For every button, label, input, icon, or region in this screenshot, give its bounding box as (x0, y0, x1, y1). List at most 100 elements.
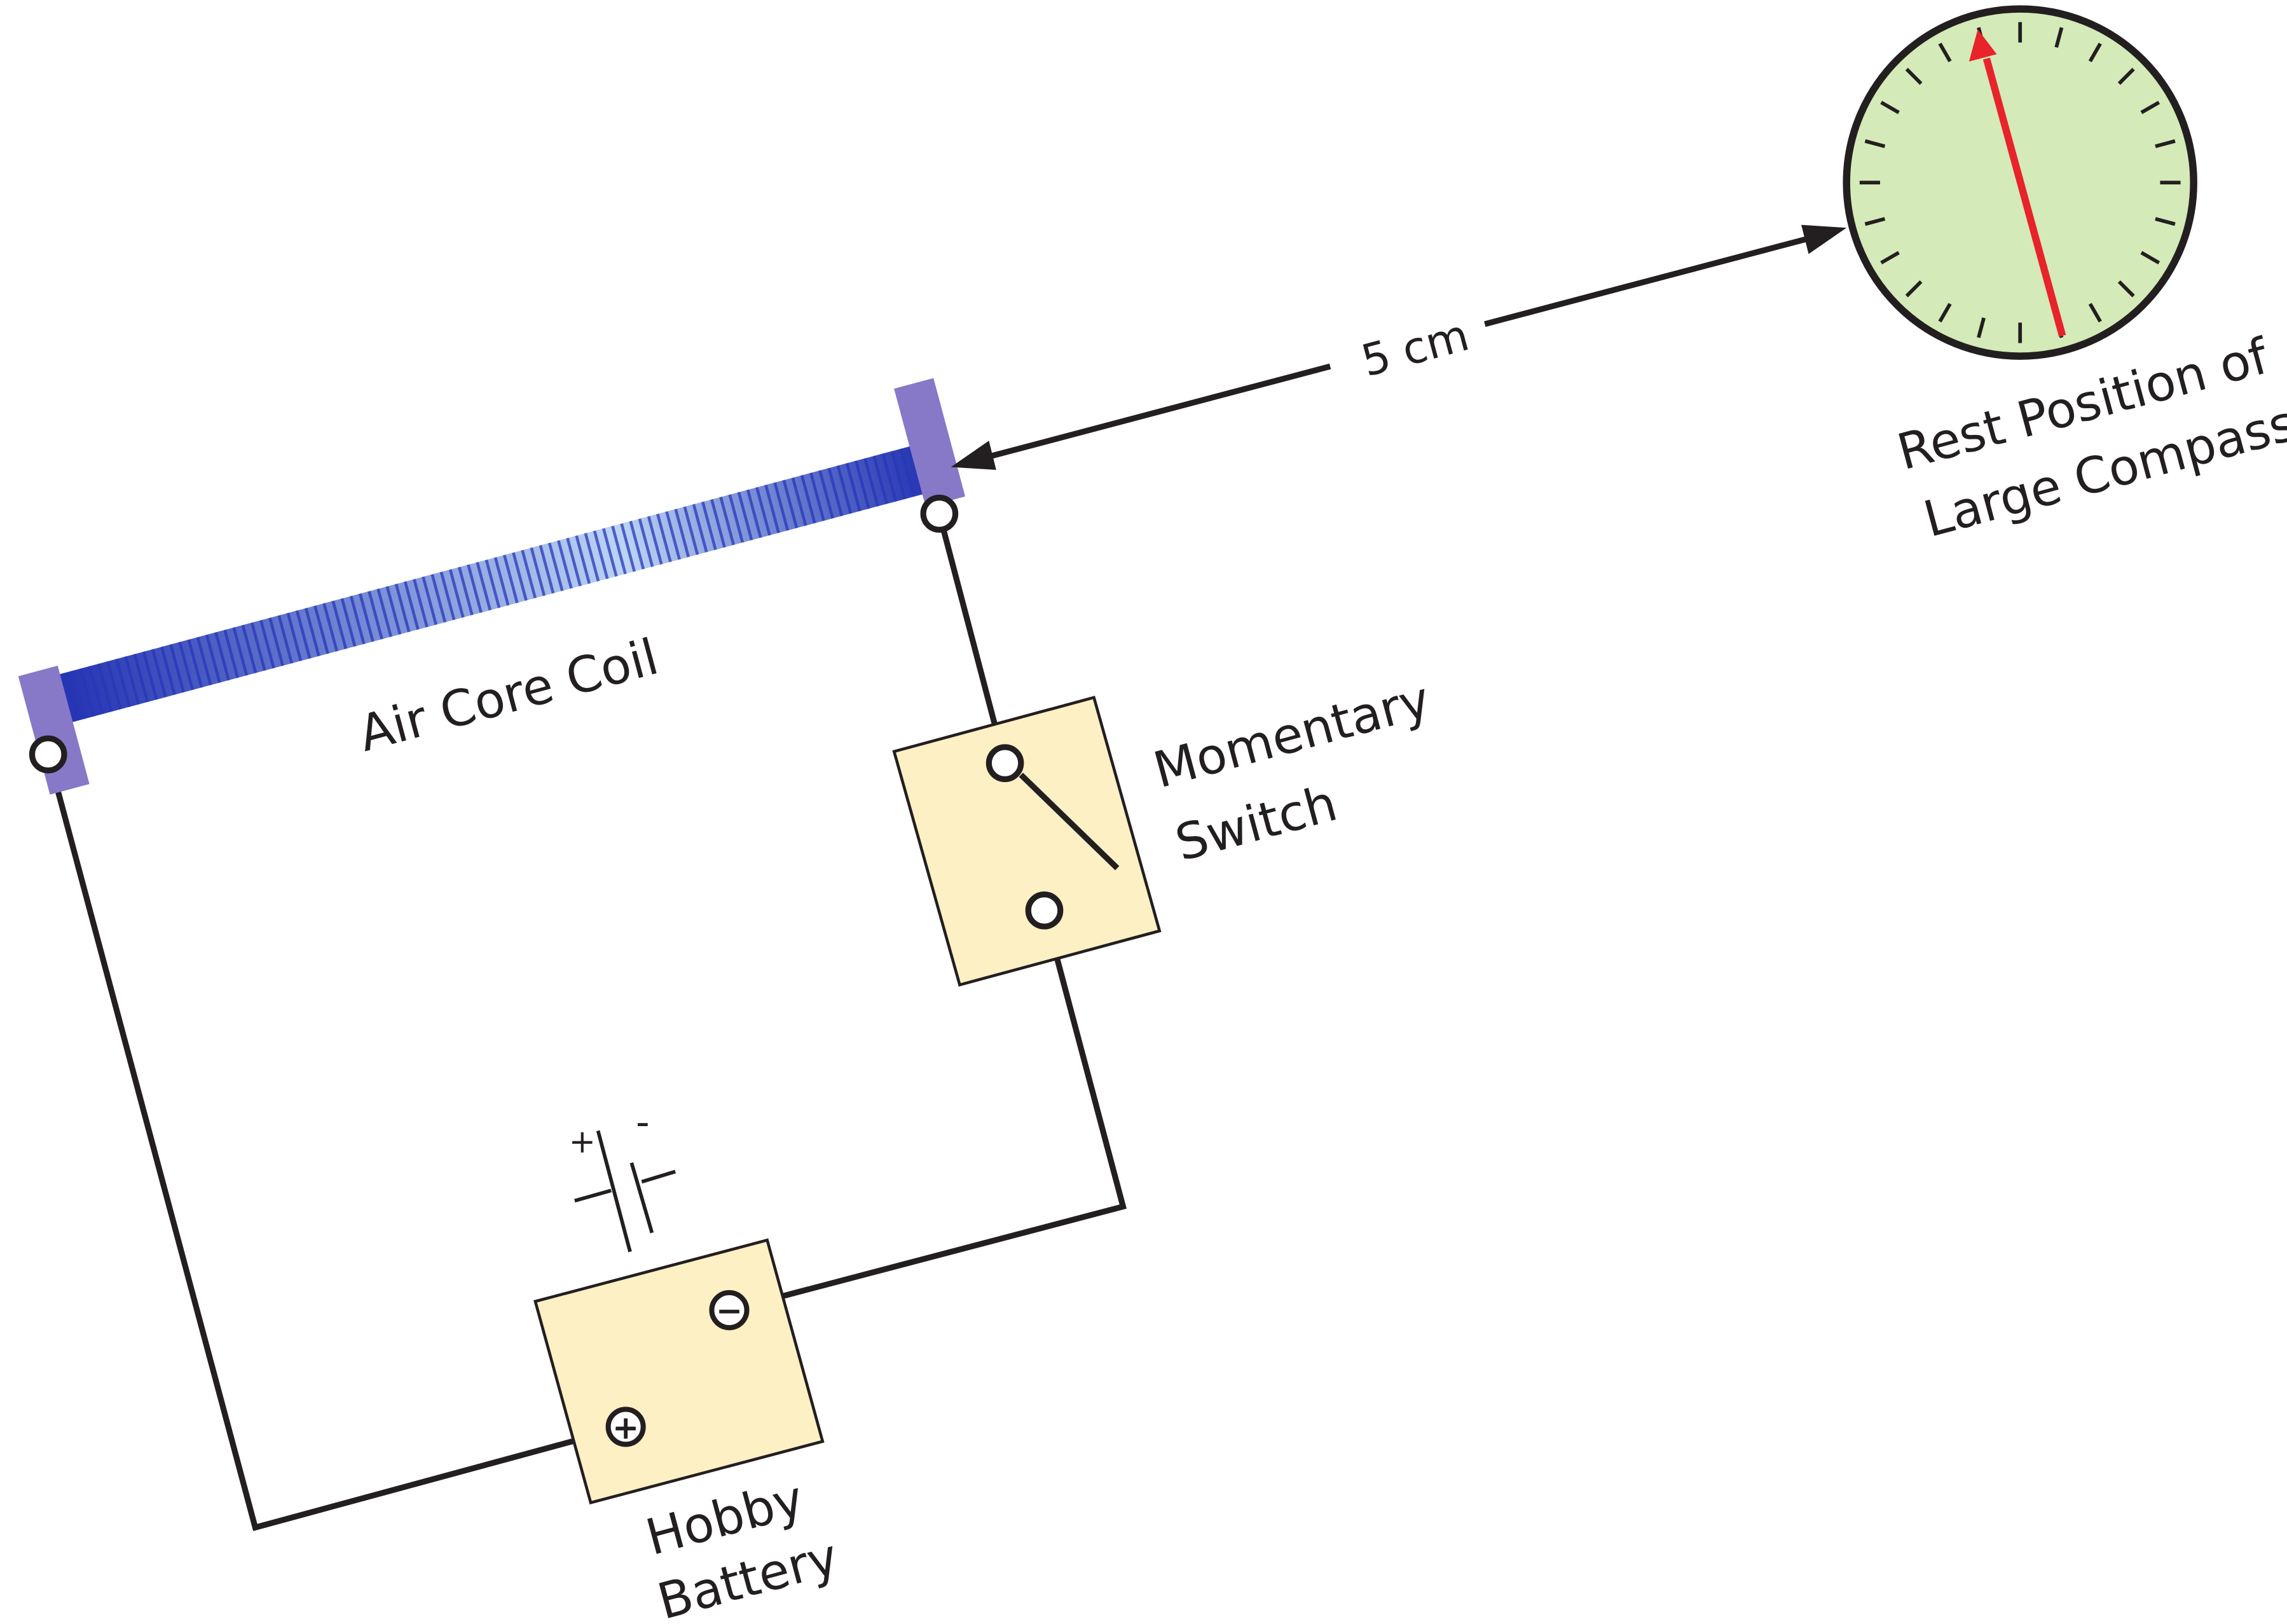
coil-terminal-left (29, 735, 67, 774)
coil-winding (160, 646, 176, 696)
coil-winding (214, 631, 230, 681)
coil-winding (484, 559, 501, 609)
coil-winding (97, 663, 113, 712)
coil-winding (692, 504, 708, 553)
distance-label: 5 cm (1356, 310, 1474, 387)
coil-winding (791, 477, 807, 526)
battery-symbol-lead-left (574, 1188, 612, 1203)
coil-winding (800, 474, 816, 524)
coil-winding (665, 511, 681, 560)
coil-winding (313, 605, 329, 654)
compass-tick (1977, 317, 1986, 338)
compass-tick (1864, 139, 1886, 148)
coil-winding (855, 460, 870, 509)
coil-winding (277, 615, 294, 664)
coil-winding (818, 470, 834, 519)
large-compass (1843, 5, 2197, 360)
coil-winding (169, 643, 185, 693)
coil-winding (719, 497, 735, 546)
compass-tick (2117, 67, 2135, 85)
wire-coil-right-to-switch (936, 513, 1008, 764)
coil-winding (250, 622, 266, 671)
coil-winding (755, 486, 771, 536)
coil-winding (575, 535, 591, 584)
coil-winding (899, 448, 916, 497)
compass-needle (1982, 57, 2066, 337)
coil-winding (737, 492, 753, 540)
coil-winding (656, 513, 672, 563)
coil-winding (367, 591, 383, 640)
coil-winding (448, 569, 465, 618)
battery-body (533, 1238, 825, 1505)
hobby-battery: − + (533, 1238, 825, 1505)
coil-winding (115, 658, 131, 708)
coil-winding (349, 595, 366, 645)
coil-winding (70, 670, 86, 720)
wires (45, 513, 1127, 1531)
compass-tick (2155, 217, 2176, 226)
battery-symbol (574, 1130, 676, 1253)
coil-winding (701, 501, 717, 551)
compass-tick (2117, 280, 2135, 298)
coil-winding (88, 666, 104, 715)
coil-winding (809, 472, 825, 521)
coil-winding (890, 450, 907, 500)
coil-winding (827, 467, 844, 516)
coil-winding (566, 537, 582, 587)
compass-tick (1938, 303, 1952, 323)
coil-winding (376, 588, 393, 637)
coil-winding (413, 579, 429, 628)
coil-winding (521, 549, 537, 599)
coil-winding (557, 540, 573, 589)
coil-terminal-right (920, 495, 959, 533)
coil-winding (422, 576, 437, 625)
coil-winding (547, 542, 564, 591)
coil-winding (151, 649, 167, 698)
switch-terminal-top (986, 744, 1024, 782)
coil-winding (223, 630, 239, 678)
compass-tick (1864, 217, 1886, 226)
coil-winding (611, 525, 627, 575)
coil-winding (340, 598, 357, 647)
coil-winding (305, 607, 320, 657)
compass-tick (2140, 251, 2160, 265)
coil-winding (142, 651, 158, 700)
switch-lever (1019, 773, 1120, 870)
coil-winding (322, 603, 338, 652)
compass-tick (2140, 100, 2160, 114)
switch-label-line1: Momentary (1148, 671, 1436, 799)
compass-tick (2054, 27, 2064, 48)
coil-winding (331, 600, 348, 649)
coil-winding (467, 564, 483, 613)
coil-winding (295, 610, 312, 659)
coil-winding (773, 482, 790, 531)
coil-winding (232, 627, 249, 676)
wire-coil-left-to-battery-plus (45, 754, 627, 1531)
battery-symbol-long-plate (596, 1130, 632, 1253)
battery-terminal-plus (605, 1407, 646, 1447)
coil-winding (286, 612, 303, 661)
coil-winding (394, 583, 411, 633)
coil-winding (863, 458, 879, 507)
coil-winding (728, 494, 745, 543)
coil-winding (764, 485, 780, 533)
coil-winding (493, 557, 510, 606)
coil-winding (124, 656, 140, 705)
switch-body (892, 696, 1162, 987)
coil-winding (647, 516, 663, 565)
compass-tick (1905, 67, 1923, 85)
coil-winding (746, 489, 762, 539)
compass-tick (1880, 100, 1900, 114)
coil-winding (601, 528, 618, 577)
battery-symbol-short-plate (629, 1162, 654, 1234)
compass-tick (1938, 43, 1952, 62)
coil-winding (241, 624, 258, 673)
coil-winding (79, 668, 95, 717)
coil-winding (845, 462, 862, 512)
coil-winding (61, 673, 77, 722)
distance-line-lower (976, 363, 1331, 463)
coil-winding (439, 571, 456, 621)
coil-winding (178, 642, 195, 691)
compass-tick (1905, 280, 1923, 298)
coil-winding (593, 530, 609, 579)
